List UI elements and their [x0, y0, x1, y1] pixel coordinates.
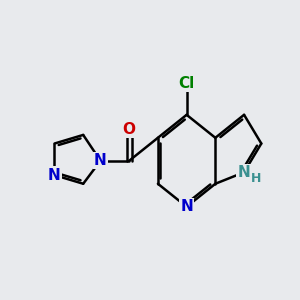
Text: O: O [123, 122, 136, 137]
Text: H: H [251, 172, 262, 184]
Text: N: N [180, 199, 193, 214]
Text: Cl: Cl [178, 76, 195, 91]
Text: N: N [238, 165, 250, 180]
Text: N: N [94, 153, 107, 168]
Text: N: N [48, 168, 61, 183]
